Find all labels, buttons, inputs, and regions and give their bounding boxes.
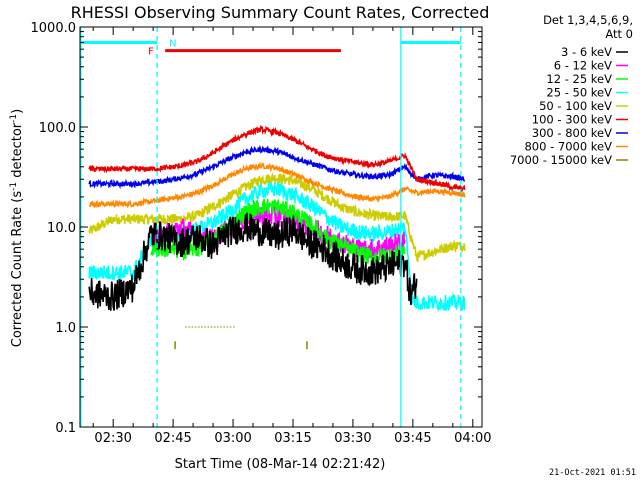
y-tick-label: 100.0 (39, 121, 76, 136)
annotation-label: F (148, 47, 154, 58)
chart-title: RHESSI Observing Summary Count Rates, Co… (71, 3, 490, 22)
x-axis-label: Start Time (08-Mar-14 02:21:42) (175, 457, 386, 472)
series-line (88, 124, 466, 194)
series-line (88, 172, 466, 263)
series-line (88, 161, 466, 209)
y-tick-label: 1.0 (55, 321, 76, 336)
legend-label: 300 - 800 keV (532, 126, 612, 140)
x-tick-label: 03:45 (394, 431, 431, 446)
y-tick-label: 0.1 (55, 421, 76, 436)
legend-label: 3 - 6 keV (561, 45, 612, 59)
series-line (88, 212, 418, 311)
legend-label: 12 - 25 keV (546, 72, 612, 86)
legend-header-line1: Det 1,3,4,5,6,9, (543, 13, 633, 27)
y-axis: 1000.0 100.0 10.0 1.0 0.1 (31, 21, 482, 436)
x-tick-label: 03:00 (214, 431, 251, 446)
legend-label: 100 - 300 keV (532, 113, 612, 127)
legend-label: 6 - 12 keV (554, 59, 612, 73)
x-tick-label: 04:00 (454, 431, 491, 446)
series-line (88, 144, 466, 190)
legend-label: 800 - 7000 keV (524, 140, 612, 154)
legend-label: 25 - 50 keV (546, 86, 612, 100)
x-tick-label: 02:45 (154, 431, 191, 446)
legend-label: 50 - 100 keV (539, 99, 612, 113)
series-layer (88, 124, 466, 350)
y-axis-label-sup2: -1 (9, 114, 19, 123)
y-axis-label: Corrected Count Rate (s-1 detector-1) (9, 109, 25, 347)
y-tick-label: 1000.0 (31, 21, 77, 36)
x-tick-label: 03:30 (334, 431, 371, 446)
x-axis: 02:30 02:45 03:00 03:15 03:30 03:45 04:00 (92, 27, 492, 446)
y-tick-label: 10.0 (47, 221, 76, 236)
annotation-label: N (169, 38, 176, 49)
y-axis-label-part3: ) (10, 109, 25, 114)
legend-label: 7000 - 15000 keV (510, 153, 612, 167)
y-axis-label-part2: detector (10, 122, 25, 182)
legend-header-line2: Att 0 (605, 27, 633, 41)
y-axis-label-part1: Corrected Count Rate (s (10, 191, 25, 348)
footer-date: 21-Oct-2021 01:51 (549, 468, 636, 478)
x-tick-label: 03:15 (274, 431, 311, 446)
y-axis-label-sup1: -1 (9, 182, 19, 191)
x-tick-label: 02:30 (94, 431, 131, 446)
